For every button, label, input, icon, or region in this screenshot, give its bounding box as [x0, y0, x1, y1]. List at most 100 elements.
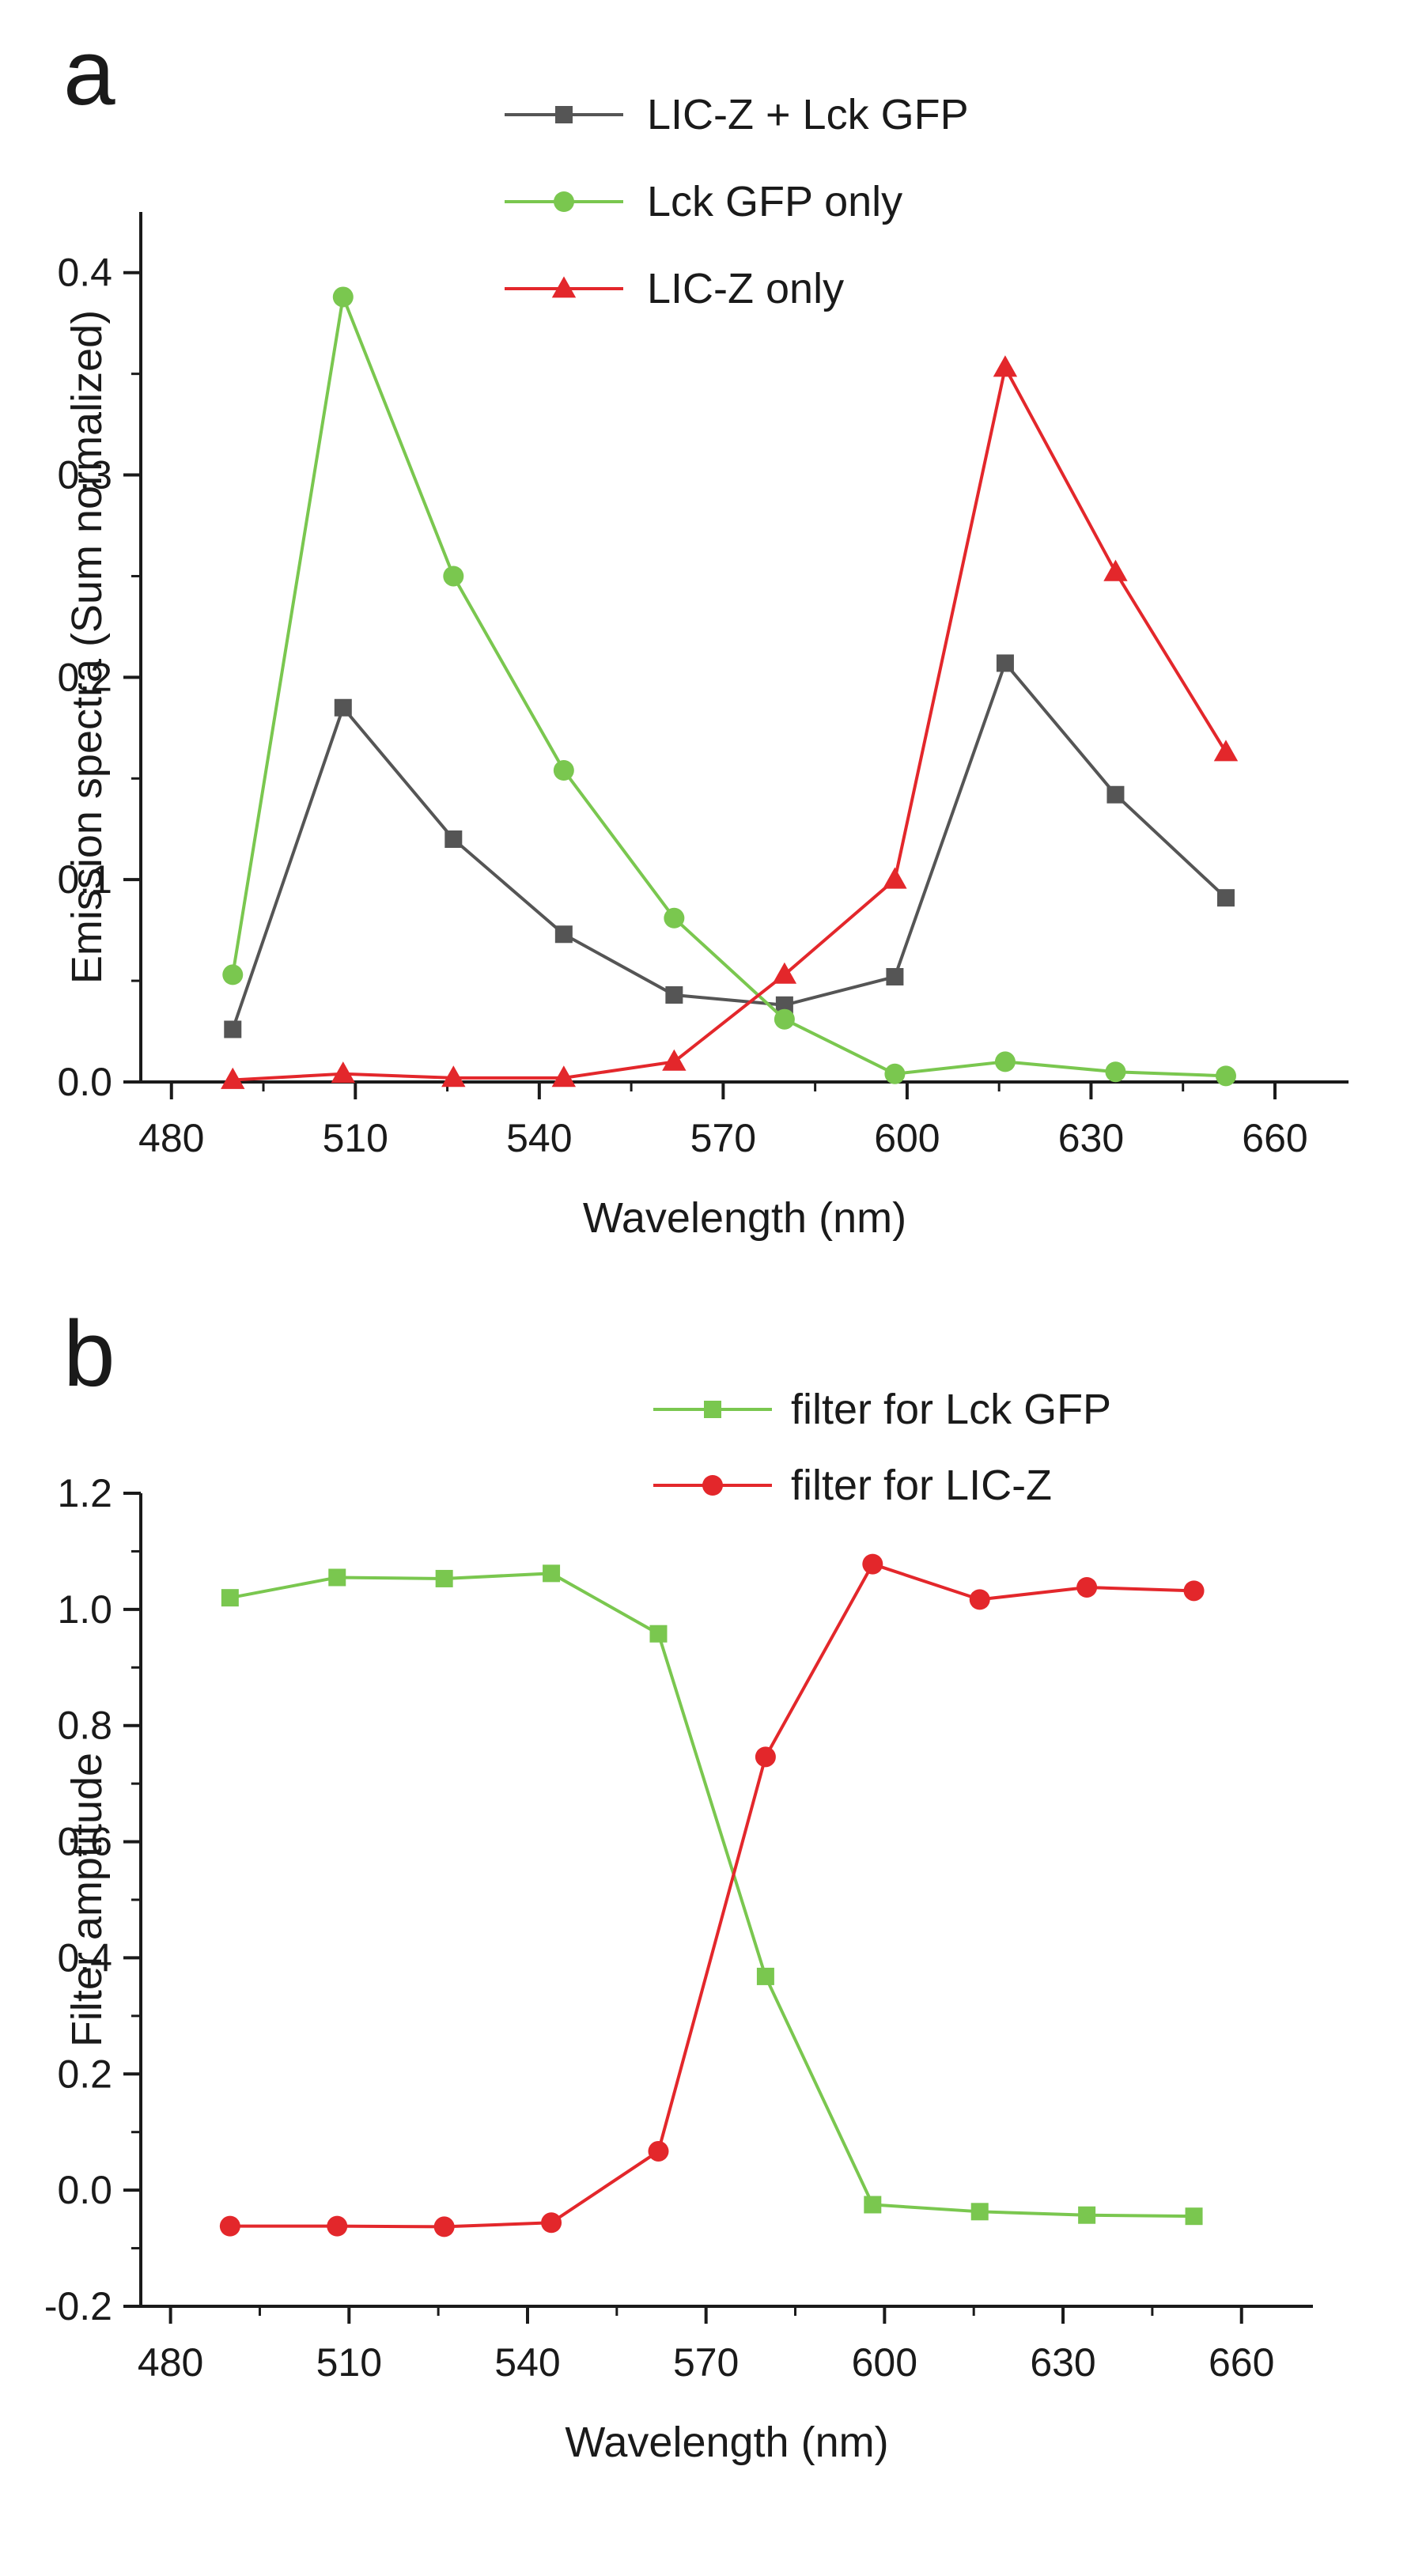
series-line: [231, 660, 1228, 1031]
legend-entry: filter for LIC-Z: [653, 1462, 1052, 1509]
data-point: [327, 2215, 348, 2237]
x-tick-label: 600: [874, 1116, 940, 1160]
x-tick-label: 570: [673, 2340, 739, 2385]
x-tick-label: 510: [323, 1116, 388, 1160]
data-point: [222, 964, 244, 985]
y-tick-label: 0.6: [57, 1820, 112, 1864]
data-point: [1213, 740, 1239, 762]
y-tick-label: 0.4: [57, 251, 112, 295]
panel-label-b: b: [63, 1302, 115, 1406]
data-point: [1103, 559, 1128, 581]
y-tick-label: 0.8: [57, 1704, 112, 1748]
series-line: [229, 1572, 1194, 2219]
y-tick-label: 0.2: [57, 2052, 112, 2096]
y-axis-title: Emission spectra (Sum normalized): [63, 310, 111, 984]
x-tick-label: 540: [506, 1116, 572, 1160]
x-tick-label: 630: [1058, 1116, 1124, 1160]
data-point: [886, 967, 904, 985]
x-tick-label: 630: [1030, 2340, 1095, 2385]
data-point: [665, 986, 683, 1004]
data-point: [993, 355, 1018, 377]
data-point: [1215, 1065, 1236, 1087]
data-point: [328, 1568, 346, 1587]
data-point: [1078, 2206, 1096, 2224]
y-tick-label: 0.1: [57, 857, 112, 902]
data-point: [756, 1967, 774, 1985]
axes: 480 510 540 570 600 630 660 -0.2 0.0 0.2 0.4 0.6 0.8…: [44, 1471, 1313, 2466]
data-point: [553, 760, 574, 781]
x-tick-label: 510: [316, 2340, 382, 2385]
x-tick-label: 600: [852, 2340, 917, 2385]
data-point: [662, 1049, 687, 1071]
data-point: [994, 1051, 1016, 1072]
data-point: [996, 654, 1014, 672]
x-axis-title: Wavelength (nm): [565, 2419, 888, 2466]
legend-label: LIC-Z + Lck GFP: [647, 91, 969, 138]
series-lic-z-only: [221, 355, 1239, 1089]
series-lck-gfp-only: [222, 286, 1236, 1087]
data-point: [862, 1553, 883, 1575]
data-point: [224, 1020, 242, 1038]
panel-b-chart: b 480 510 540 570 600 630 660 -0.2 0.0 0.2 0.4 0.6 0.…: [44, 1302, 1313, 2466]
data-point: [970, 2203, 989, 2221]
data-point: [543, 1564, 561, 1583]
data-point: [775, 996, 793, 1014]
data-point: [334, 698, 352, 717]
legend-marker: [702, 1475, 723, 1496]
x-tick-label: 480: [138, 2340, 203, 2385]
x-tick-label: 660: [1209, 2340, 1274, 2385]
x-axis-title: Wavelength (nm): [583, 1194, 906, 1242]
y-tick-label: 0.0: [57, 2168, 112, 2212]
y-tick-label: 0.4: [57, 1935, 112, 1980]
x-tick-label: 660: [1242, 1116, 1307, 1160]
data-point: [774, 1008, 795, 1030]
panel-a-chart: a 480 510 540 570 600 630 660 0.0 0.1 0.2 0.3 0.4 Wav…: [57, 21, 1349, 1242]
legend-entry: LIC-Z only: [505, 265, 844, 312]
data-point: [755, 1746, 776, 1768]
data-point: [433, 2216, 455, 2237]
data-point: [441, 1065, 466, 1088]
x-tick-label: 540: [494, 2340, 560, 2385]
data-point: [331, 1061, 355, 1084]
data-point: [221, 1067, 245, 1089]
series-lic-z-lck-gfp: [224, 654, 1235, 1038]
legend-entry: filter for Lck GFP: [653, 1386, 1111, 1433]
series-filter-for-lck-gfp: [221, 1564, 1203, 2226]
series-line: [231, 290, 1227, 1078]
legend-marker: [551, 276, 577, 298]
data-point: [1185, 2207, 1203, 2226]
x-tick-label: 480: [138, 1116, 204, 1160]
data-point: [332, 286, 354, 308]
legend-marker: [555, 106, 573, 123]
x-tick-label: 570: [690, 1116, 756, 1160]
axes: 480 510 540 570 600 630 660 0.0 0.1 0.2 0.3 0.4 Wave…: [57, 212, 1349, 1242]
data-point: [883, 867, 907, 889]
data-point: [551, 1065, 577, 1088]
y-tick-label: 0.2: [57, 655, 112, 699]
legend-label: LIC-Z only: [647, 265, 844, 312]
legend-label: filter for LIC-Z: [791, 1462, 1052, 1509]
data-point: [1216, 889, 1235, 907]
data-point: [649, 1625, 668, 1643]
data-point: [884, 1063, 906, 1084]
y-tick-label: 1.2: [57, 1471, 112, 1515]
data-point: [648, 2140, 669, 2162]
data-point: [554, 925, 573, 944]
series-line: [229, 1562, 1194, 2229]
data-point: [219, 2215, 240, 2237]
legend-label: filter for Lck GFP: [791, 1386, 1111, 1433]
y-tick-label: 1.0: [57, 1587, 112, 1632]
data-point: [1105, 1061, 1126, 1083]
data-point: [221, 1589, 239, 1607]
data-point: [772, 962, 797, 984]
y-tick-label: 0.0: [57, 1060, 112, 1104]
series-line: [233, 363, 1228, 1082]
data-point: [1076, 1576, 1098, 1598]
data-point: [1106, 785, 1125, 804]
legend-entry: LIC-Z + Lck GFP: [505, 91, 969, 138]
legend-marker: [554, 191, 574, 212]
data-point: [541, 2212, 562, 2234]
data-point: [435, 1569, 453, 1587]
panel-label-a: a: [63, 21, 115, 125]
